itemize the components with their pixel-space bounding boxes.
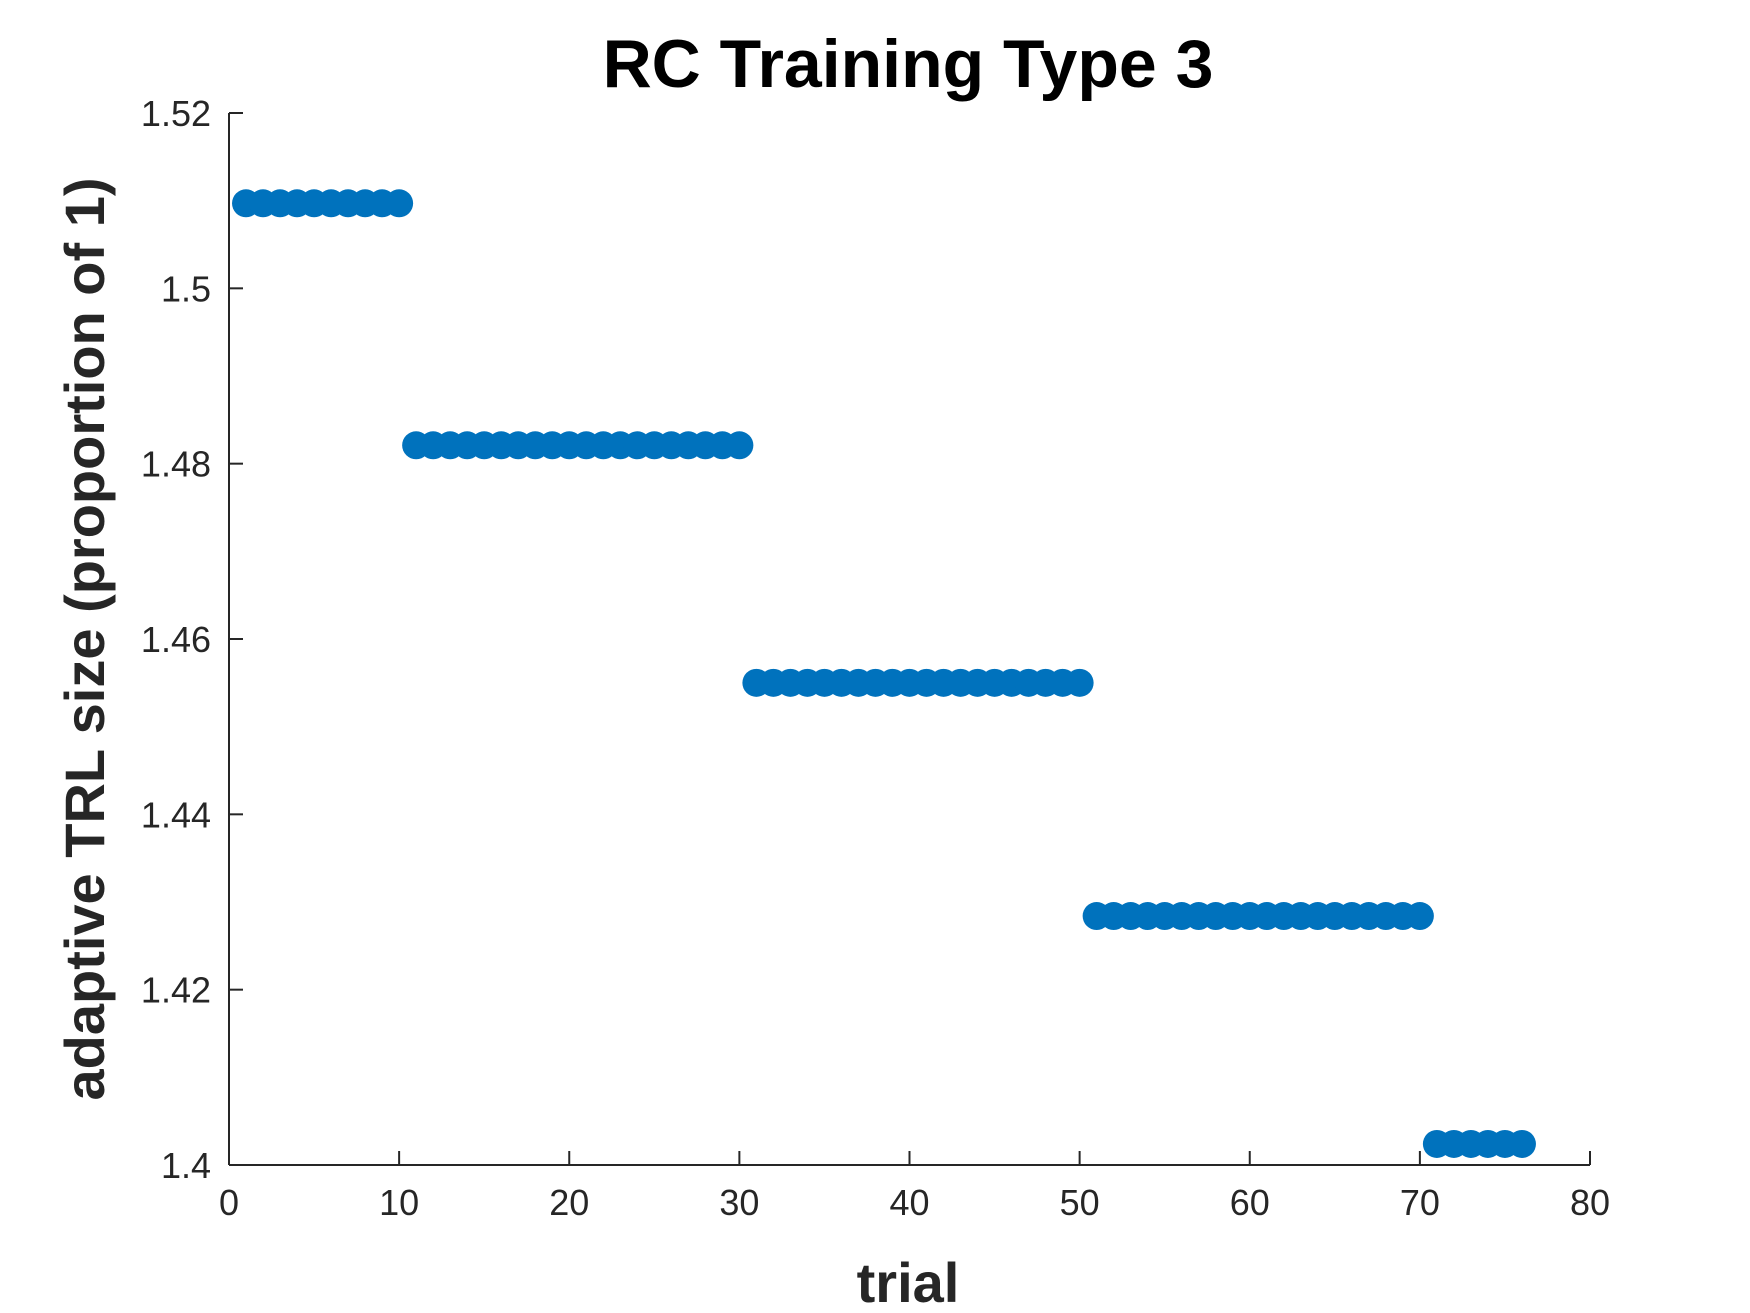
x-tick-label: 20 [549, 1182, 589, 1223]
chart-title: RC Training Type 3 [603, 26, 1214, 102]
y-tick-label: 1.4 [161, 1145, 211, 1186]
x-tick-label: 50 [1060, 1182, 1100, 1223]
plot-area: 0 10 20 30 40 50 60 70 80 1.4 1.42 1.44 1.46 1.48 1.5… [141, 93, 1610, 1223]
y-tick-label: 1.5 [161, 268, 211, 309]
data-point [1065, 668, 1094, 697]
data-points [232, 189, 1536, 1158]
y-tick-label: 1.48 [141, 444, 211, 485]
x-axis-label: trial [857, 1251, 960, 1313]
x-tick-label: 0 [219, 1182, 239, 1223]
x-tick-label: 40 [889, 1182, 929, 1223]
x-tick-label: 70 [1400, 1182, 1440, 1223]
y-tick-label: 1.46 [141, 619, 211, 660]
y-tick-label: 1.42 [141, 970, 211, 1011]
x-tick-label: 10 [379, 1182, 419, 1223]
y-axis-label: adaptive TRL size (proportion of 1) [53, 177, 116, 1100]
y-tick-label: 1.52 [141, 93, 211, 134]
x-tick-label: 80 [1570, 1182, 1610, 1223]
y-tick-label: 1.44 [141, 794, 211, 835]
data-point [1405, 902, 1434, 931]
data-point [1507, 1129, 1536, 1158]
x-tick-label: 30 [719, 1182, 759, 1223]
x-ticks: 0 10 20 30 40 50 60 70 80 [219, 1151, 1610, 1223]
data-point [385, 189, 414, 218]
x-tick-label: 60 [1230, 1182, 1270, 1223]
data-point [725, 431, 754, 460]
y-ticks: 1.4 1.42 1.44 1.46 1.48 1.5 1.52 [141, 93, 243, 1186]
